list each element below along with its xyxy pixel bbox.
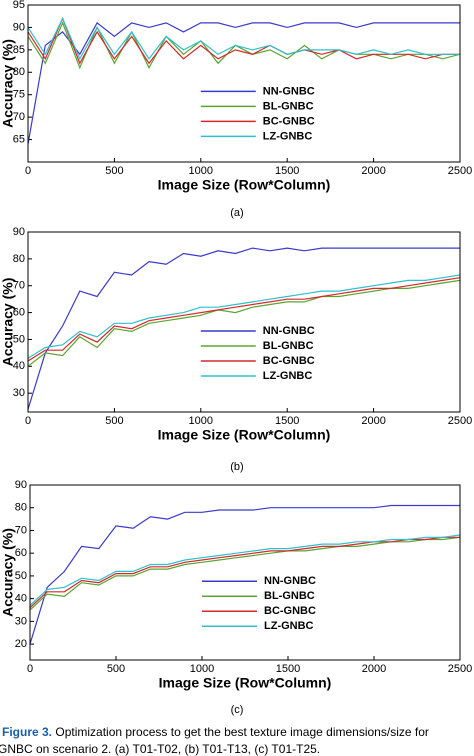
caption-label: Figure 3. <box>2 725 52 739</box>
plot-frame <box>27 4 461 163</box>
series-line <box>28 21 460 145</box>
y-tick-label: 65 <box>13 133 25 145</box>
y-tick-label: 75 <box>13 89 25 101</box>
x-tick-label: 500 <box>105 415 123 427</box>
y-axis-title: Accuracy (%) <box>0 39 16 128</box>
series-line <box>28 247 460 410</box>
series-line <box>30 536 460 609</box>
x-tick-label: 500 <box>105 165 123 177</box>
legend-label: BC-GNBC <box>263 355 315 367</box>
legend-label: NN-GNBC <box>264 575 316 587</box>
y-tick-label: 90 <box>15 479 27 491</box>
legend-label: BL-GNBC <box>263 340 314 352</box>
legend-label: LZ-GNBC <box>264 620 314 632</box>
y-tick-label: 80 <box>13 253 25 265</box>
plot-frame <box>27 231 461 413</box>
series-line <box>30 534 460 606</box>
series-line <box>28 277 460 362</box>
y-tick-label: 30 <box>15 615 27 627</box>
panel-label: (b) <box>230 461 243 473</box>
x-tick-label: 500 <box>107 663 125 675</box>
x-tick-label: 2500 <box>448 415 472 427</box>
x-tick-label: 1500 <box>276 663 300 675</box>
legend-label: BC-GNBC <box>263 115 315 127</box>
y-tick-label: 60 <box>13 307 25 319</box>
y-axis-title: Accuracy (%) <box>0 278 16 367</box>
y-tick-label: 70 <box>15 524 27 536</box>
y-tick-label: 50 <box>15 570 27 582</box>
series-line <box>30 504 460 645</box>
y-tick-label: 50 <box>13 333 25 345</box>
y-tick-label: 40 <box>15 593 27 605</box>
y-tick-label: 70 <box>13 111 25 123</box>
y-tick-label: 20 <box>15 638 27 650</box>
x-tick-label: 0 <box>27 663 33 675</box>
y-tick-label: 80 <box>15 502 27 514</box>
x-axis-title: Image Size (Row*Column) <box>158 177 331 193</box>
y-tick-label: 95 <box>13 0 25 11</box>
series-line <box>28 16 460 65</box>
y-tick-label: 80 <box>13 66 25 78</box>
x-tick-label: 1000 <box>189 165 213 177</box>
x-tick-label: 2500 <box>448 663 472 675</box>
y-tick-label: 40 <box>13 360 25 372</box>
legend-label: NN-GNBC <box>263 325 315 337</box>
x-tick-label: 2000 <box>361 165 385 177</box>
legend-label: BL-GNBC <box>263 100 314 112</box>
y-axis-title: Accuracy (%) <box>0 528 16 617</box>
caption-line-1: Figure 3. Optimization process to get th… <box>2 725 429 739</box>
x-tick-label: 0 <box>25 415 31 427</box>
x-axis-title: Image Size (Row*Column) <box>158 427 331 443</box>
y-tick-label: 90 <box>13 21 25 33</box>
x-tick-label: 2000 <box>362 663 386 675</box>
x-axis-title: Image Size (Row*Column) <box>159 675 332 691</box>
series-line <box>28 21 460 70</box>
y-tick-label: 30 <box>13 387 25 399</box>
x-tick-label: 1000 <box>190 663 214 675</box>
x-tick-label: 1500 <box>275 415 299 427</box>
series-line <box>28 279 460 367</box>
panel-label: (c) <box>231 704 244 716</box>
series-line <box>28 17 460 61</box>
legend-label: BC-GNBC <box>264 605 316 617</box>
legend-label: LZ-GNBC <box>263 370 313 382</box>
x-tick-label: 1000 <box>189 415 213 427</box>
panel-label: (a) <box>230 207 243 219</box>
x-tick-label: 2500 <box>448 165 472 177</box>
plot-frame <box>29 484 461 661</box>
legend-label: NN-GNBC <box>263 85 315 97</box>
legend-label: LZ-GNBC <box>263 130 313 142</box>
legend-label: BL-GNBC <box>264 590 315 602</box>
x-tick-label: 2000 <box>361 415 385 427</box>
x-tick-label: 0 <box>25 165 31 177</box>
caption-text: Optimization process to get the best tex… <box>55 725 429 739</box>
y-tick-label: 60 <box>15 547 27 559</box>
series-line <box>28 274 460 359</box>
x-tick-label: 1500 <box>275 165 299 177</box>
caption-line-2: GNBC on scenario 2. (a) T01-T02, (b) T01… <box>0 742 320 756</box>
y-tick-label: 85 <box>13 44 25 56</box>
y-tick-label: 90 <box>13 226 25 238</box>
y-tick-label: 70 <box>13 280 25 292</box>
